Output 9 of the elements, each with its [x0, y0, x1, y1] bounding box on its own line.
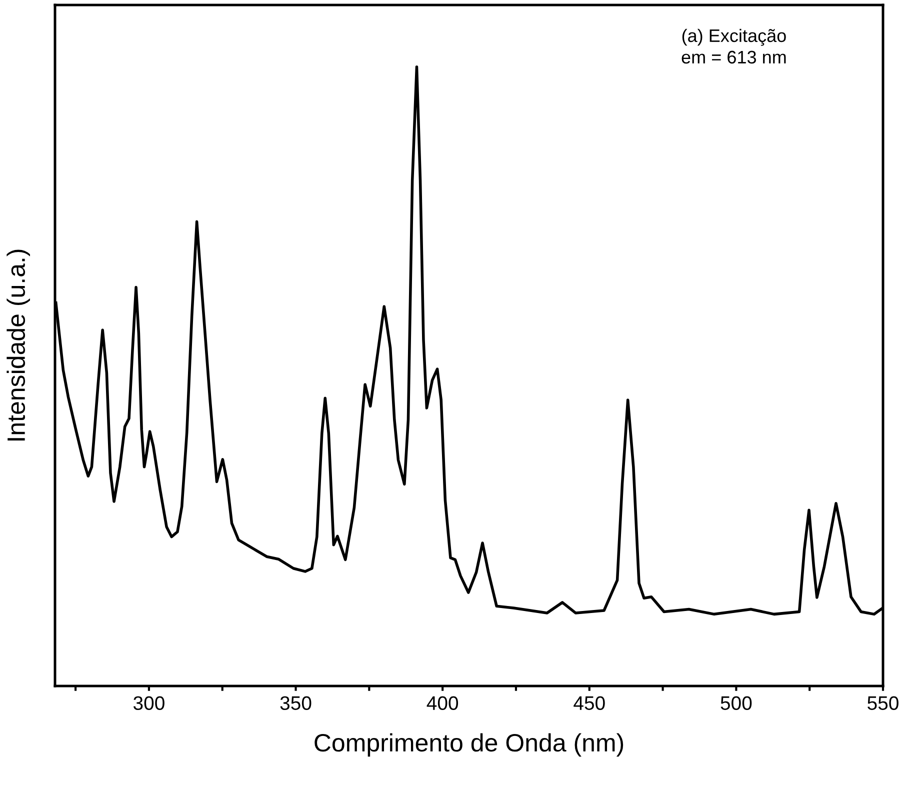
y-axis-title: Intensidade (u.a.) [6, 250, 30, 440]
x-tick-label: 350 [280, 696, 312, 710]
x-tick-label: 500 [720, 696, 752, 710]
text: (a) Excitação em = 613 nm [682, 28, 786, 64]
x-axis-title: Comprimento de Onda (nm) [314, 733, 624, 757]
x-tick-label: 550 [868, 696, 898, 710]
x-tick-label: 450 [574, 696, 605, 710]
x-tick-label: 300 [133, 696, 164, 710]
x-tick-label: 400 [426, 696, 458, 710]
